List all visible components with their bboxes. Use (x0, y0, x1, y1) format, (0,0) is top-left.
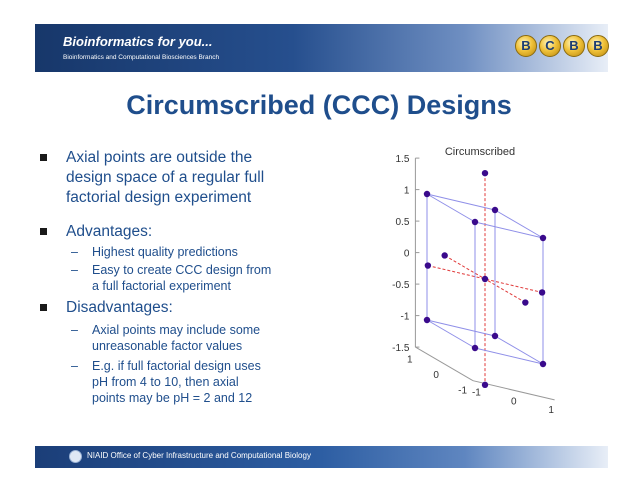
header-title: Bioinformatics for you... (63, 34, 213, 49)
header-banner: Bioinformatics for you... Bioinformatics… (35, 24, 609, 72)
cube-edge (426, 319, 476, 349)
square-bullet-icon (40, 304, 47, 311)
cube-corner-point (539, 360, 547, 368)
sub-bullet-unreasonable: – Axial points may include some unreason… (40, 322, 310, 354)
cube-edge (474, 221, 544, 239)
chart-title: Circumscribed (445, 146, 515, 158)
sub-bullet-line: Axial points may include some (92, 323, 261, 337)
sub-bullet-line: pH from 4 to 10, then axial (92, 375, 239, 389)
cube-edge (474, 347, 544, 365)
cube-corner-point (539, 234, 547, 242)
sub-bullet-line: Highest quality predictions (92, 245, 238, 259)
bullet-list: Axial points are outside the design spac… (40, 148, 310, 406)
cube-corner-point (491, 206, 499, 214)
cube-edge (494, 209, 544, 239)
cube-edge (426, 319, 496, 337)
axial-point (481, 381, 489, 389)
z-tick-label: -1.5 (392, 343, 410, 354)
header-subtitle: Bioinformatics and Computational Bioscie… (63, 54, 220, 61)
bullet-line: Advantages: (66, 223, 153, 240)
z-tick-label: 0 (404, 249, 410, 260)
logo-letter-b2: B (563, 35, 585, 57)
sub-bullet-line: Easy to create CCC design from (92, 263, 272, 277)
center-point (481, 275, 489, 283)
bullet-line: Disadvantages: (66, 299, 173, 316)
sub-bullet-predictions: – Highest quality predictions (40, 244, 310, 260)
x-tick-label: 1 (548, 405, 554, 416)
z-tick-label: -1 (400, 312, 409, 323)
cube-edge (426, 193, 476, 223)
logo-letter-b1: B (515, 35, 537, 57)
cube-corner-point (423, 316, 431, 324)
sub-bullet-ph-example: – E.g. if full factorial design uses pH … (40, 358, 310, 406)
cube-corner-point (491, 332, 499, 340)
axial-point (538, 289, 546, 296)
bullet-disadvantages: Disadvantages: (40, 298, 310, 318)
sub-bullet-easy-create: – Easy to create CCC design from a full … (40, 262, 310, 294)
dash-bullet: – (71, 323, 78, 337)
x-tick-label: -1 (472, 388, 481, 399)
y-tick-label: 1 (407, 355, 413, 366)
cube-edge (426, 193, 496, 211)
bullet-line: factorial design experiment (66, 189, 252, 206)
z-tick-label: 0.5 (395, 217, 409, 228)
y-axis-line (415, 346, 474, 382)
square-bullet-icon (40, 154, 47, 161)
axial-line (427, 265, 543, 293)
niaid-globe-icon (69, 450, 82, 463)
logo-letter-b3: B (587, 35, 609, 57)
cube-corner-point (471, 344, 479, 352)
y-tick-label: -1 (458, 385, 467, 396)
y-tick-label: 0 (433, 370, 439, 381)
square-bullet-icon (40, 228, 47, 235)
cube-edge (494, 335, 544, 365)
sub-bullet-line: a full factorial experiment (92, 279, 231, 293)
axial-point (481, 169, 489, 177)
dash-bullet: – (71, 245, 78, 259)
z-tick-label: -0.5 (392, 280, 410, 291)
axial-point (424, 262, 432, 269)
bullet-line: Axial points are outside the (66, 149, 253, 166)
sub-bullet-line: E.g. if full factorial design uses (92, 359, 261, 373)
bullet-line: design space of a regular full (66, 169, 265, 186)
bcbb-logo: B C B B (515, 35, 609, 57)
z-tick-label: 1.5 (395, 154, 409, 165)
sub-bullet-line: unreasonable factor values (92, 339, 243, 353)
cube-corner-point (423, 190, 431, 198)
bullet-advantages: Advantages: (40, 222, 310, 242)
dash-bullet: – (71, 263, 78, 277)
bullet-axial-points: Axial points are outside the design spac… (40, 148, 310, 208)
x-tick-label: 0 (511, 396, 517, 407)
axial-point (522, 299, 529, 306)
cube-corner-point (471, 218, 479, 226)
slide-title: Circumscribed (CCC) Designs (126, 90, 512, 120)
dash-bullet: – (71, 359, 78, 373)
footer-banner: NIAID Office of Cyber Infrastructure and… (35, 446, 608, 468)
logo-letter-c: C (539, 35, 561, 57)
axial-point (441, 252, 448, 259)
footer-text: NIAID Office of Cyber Infrastructure and… (87, 451, 311, 460)
z-tick-label: 1 (404, 186, 410, 197)
sub-bullet-line: points may be pH = 2 and 12 (92, 391, 253, 405)
